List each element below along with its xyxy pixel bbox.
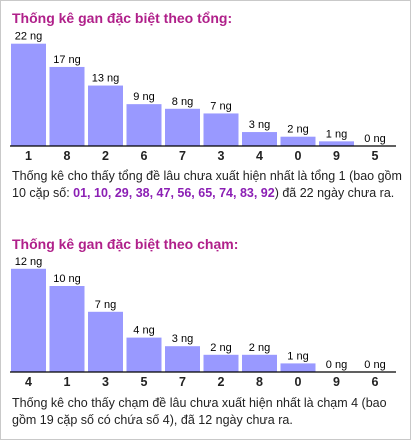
sum-category-label-4: 4 (256, 149, 263, 163)
sum-description: Thống kê cho thấy tổng đề lâu chưa xuất … (12, 168, 404, 202)
tail-bar-5 (126, 337, 162, 372)
sum-category-label-9: 9 (333, 149, 340, 163)
sum-value-label-1: 22 ng (15, 31, 43, 43)
tail-category-label-2: 2 (218, 375, 225, 389)
tail-category-label-4: 4 (25, 375, 32, 389)
sum-category-label-7: 7 (179, 149, 186, 163)
tail-value-label-1: 10 ng (53, 273, 81, 285)
sum-category-label-8: 8 (64, 149, 71, 163)
tail-category-label-3: 3 (102, 375, 109, 389)
sum-category-label-6: 6 (141, 149, 148, 163)
tail-category-label-7: 7 (179, 375, 186, 389)
tail-bar-8 (242, 354, 277, 372)
tail-value-label-2: 2 ng (210, 342, 231, 354)
sum-value-label-7: 8 ng (172, 96, 193, 108)
tail-bar-4 (11, 268, 46, 372)
sum-category-label-1: 1 (25, 149, 32, 163)
sum-value-label-8: 17 ng (53, 54, 81, 66)
tail-value-label-8: 2 ng (249, 342, 270, 354)
sum-value-label-5: 0 ng (364, 133, 385, 145)
tail-value-label-0: 1 ng (287, 350, 308, 362)
sum-category-label-2: 2 (102, 149, 109, 163)
sum-value-label-2: 13 ng (92, 73, 120, 85)
tail-category-label-9: 9 (333, 375, 340, 389)
sum-bar-0 (280, 136, 316, 146)
tail-category-label-6: 6 (372, 375, 379, 389)
sum-bar-8 (49, 66, 85, 146)
tail-value-label-9: 0 ng (326, 359, 347, 371)
sum-category-label-0: 0 (295, 149, 302, 163)
sum-value-label-0: 2 ng (287, 124, 308, 136)
tail-chart-title: Thống kê gan đặc biệt theo chạm: (12, 236, 239, 252)
sum-desc-before: Thống kê cho thấy tổng đề lâu chưa xuất … (12, 169, 402, 200)
sum-chart-title: Thống kê gan đặc biệt theo tổng: (12, 10, 233, 26)
sum-category-label-3: 3 (218, 149, 225, 163)
tail-category-label-0: 0 (295, 375, 302, 389)
tail-value-label-3: 7 ng (95, 299, 116, 311)
sum-category-label-5: 5 (372, 149, 379, 163)
tail-description: Thống kê cho thấy chạm đề lâu chưa xuất … (12, 396, 387, 427)
tail-category-label-1: 1 (64, 375, 71, 389)
tail-bar-3 (88, 311, 123, 372)
tail-value-label-7: 3 ng (172, 333, 193, 345)
sum-bar-6 (126, 104, 162, 146)
sum-value-label-9: 1 ng (326, 128, 347, 140)
tail-bar-chart: 12 ng 4 10 ng 1 7 ng 3 4 ng 5 3 ng 7 2 ng 2 2 ng 8 1 n… (10, 256, 396, 389)
tail-value-label-4: 12 ng (15, 256, 43, 268)
sum-value-label-3: 7 ng (210, 100, 231, 112)
tail-bar-1 (49, 286, 85, 372)
sum-bar-3 (203, 113, 239, 146)
tail-bar-0 (280, 363, 316, 372)
sum-pairs: 01, 10, 29, 38, 47, 56, 65, 74, 83, 92 (73, 186, 275, 200)
sum-bar-9 (319, 141, 354, 146)
sum-value-label-4: 3 ng (249, 119, 270, 131)
tail-category-label-8: 8 (256, 375, 263, 389)
tail-category-label-5: 5 (141, 375, 148, 389)
sum-desc-after: ) đã 22 ngày chưa ra. (274, 186, 395, 200)
tail-value-label-5: 4 ng (133, 325, 154, 337)
sum-bar-2 (88, 85, 123, 146)
sum-value-label-6: 9 ng (133, 91, 154, 103)
sum-bar-1 (11, 43, 46, 147)
tail-value-label-6: 0 ng (364, 359, 385, 371)
sum-bar-4 (242, 132, 277, 146)
sum-bar-chart: 22 ng 1 17 ng 8 13 ng 2 9 ng 6 8 ng 7 7 ng 3 3 ng 4 2 … (10, 31, 396, 163)
tail-bar-7 (165, 346, 200, 372)
sum-bar-7 (165, 108, 200, 146)
tail-bar-2 (203, 354, 239, 372)
